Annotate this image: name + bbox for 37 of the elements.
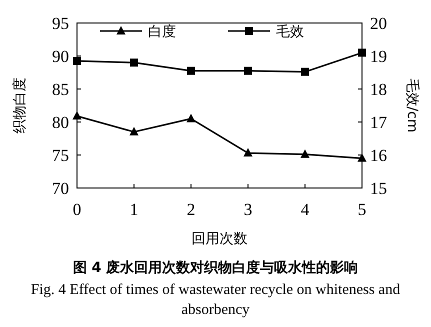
- text: Fig. 4 Effect of times of wastewater recycle on whiteness and absorbency: [30, 282, 401, 318]
- point: [301, 68, 309, 76]
- x-tick-label: 1: [130, 200, 138, 219]
- point: [358, 48, 366, 57]
- y-tick-label: 90: [52, 47, 69, 66]
- y-tick-label: 75: [52, 146, 69, 165]
- point: [187, 66, 195, 75]
- point: [130, 126, 138, 136]
- y-tick-label: 85: [52, 80, 69, 99]
- y-axis-title: 织物白度: [12, 78, 28, 134]
- x-tick-label: 3: [244, 200, 252, 219]
- point: [300, 149, 310, 158]
- point: [358, 153, 366, 162]
- x-axis-title: 回用次数: [192, 231, 248, 247]
- y-tick-label: 95: [52, 14, 69, 33]
- point: [244, 66, 252, 75]
- y2-tick-label: 15: [370, 179, 387, 198]
- text: 图 4 废水回用次数对织物白度与吸水性的影响: [72, 259, 358, 276]
- x-tick-label: 0: [72, 200, 82, 219]
- point: [244, 148, 252, 157]
- legend-label: 白度: [148, 24, 176, 40]
- y2-tick-label: 18: [370, 80, 387, 99]
- y2-tick-label: 20: [370, 14, 387, 33]
- x-tick-label: 5: [358, 200, 366, 219]
- point: [130, 58, 138, 67]
- y2-axis-title: 毛效/cm: [404, 78, 420, 133]
- y2-tick-label: 16: [370, 146, 387, 165]
- y-tick-label: 80: [52, 113, 69, 132]
- point: [72, 111, 82, 120]
- x-tick-label: 2: [186, 200, 196, 219]
- y2-tick-label: 17: [370, 113, 388, 132]
- x-tick-label: 4: [300, 200, 310, 219]
- y-tick-label: 70: [52, 179, 69, 198]
- point: [186, 114, 196, 122]
- point: [73, 56, 81, 65]
- y2-tick-label: 19: [370, 47, 387, 66]
- legend-label: 毛效: [276, 24, 304, 40]
